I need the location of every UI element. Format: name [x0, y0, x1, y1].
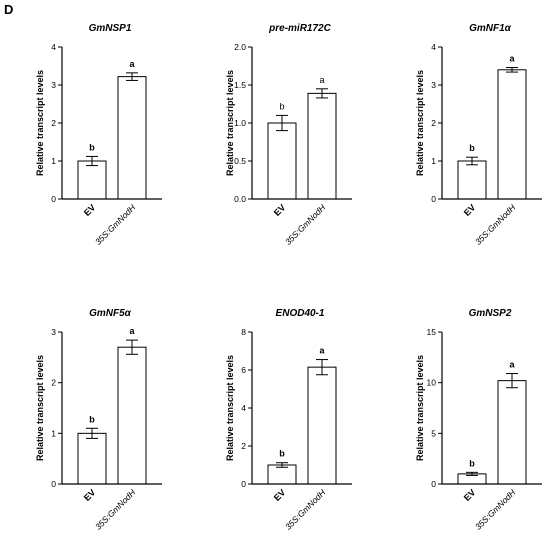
significance-letter: a	[129, 326, 135, 336]
y-tick-label: 2	[51, 118, 56, 128]
y-tick-label: 0	[51, 194, 56, 204]
x-tick-label: EV	[82, 202, 98, 218]
bar	[117, 76, 147, 200]
bar	[267, 122, 297, 200]
y-tick-label: 4	[431, 42, 436, 52]
y-tick-label: 1.5	[234, 80, 246, 90]
x-tick-label: 35S:GmNodH	[93, 487, 138, 532]
bar	[307, 92, 337, 200]
x-tick-label: 35S:GmNodH	[283, 202, 328, 247]
y-tick-label: 0	[431, 479, 436, 489]
chart-title: ENOD40-1	[276, 308, 325, 319]
y-tick-label: 6	[241, 365, 246, 375]
y-tick-label: 0	[241, 479, 246, 489]
y-axis-label: Relative transcript levels	[415, 70, 425, 176]
y-tick-label: 0.5	[234, 156, 246, 166]
bar	[497, 380, 527, 485]
bar	[307, 366, 337, 485]
x-tick-label: EV	[272, 487, 288, 503]
significance-letter: b	[279, 449, 285, 459]
x-tick-label: EV	[462, 487, 478, 503]
x-tick-label: EV	[82, 487, 98, 503]
significance-letter: a	[319, 75, 324, 85]
significance-letter: b	[469, 143, 475, 153]
x-tick-label: 35S:GmNodH	[283, 487, 328, 532]
significance-letter: b	[279, 101, 284, 111]
y-tick-label: 2	[431, 118, 436, 128]
chart-title: GmNF1α	[469, 23, 512, 34]
y-axis-label: Relative transcript levels	[225, 355, 235, 461]
bar	[497, 69, 527, 200]
y-tick-label: 1	[51, 428, 56, 438]
bar	[77, 432, 107, 485]
x-tick-label: 35S:GmNodH	[473, 487, 518, 532]
y-tick-label: 10	[427, 378, 437, 388]
y-tick-label: 3	[51, 327, 56, 337]
chart-title: GmNSP2	[469, 308, 512, 319]
y-tick-label: 2	[51, 378, 56, 388]
x-tick-label: EV	[272, 202, 288, 218]
significance-letter: b	[469, 458, 475, 468]
chart-title: pre-miR172C	[268, 23, 331, 34]
significance-letter: a	[319, 346, 325, 356]
x-tick-label: EV	[462, 202, 478, 218]
chart-title: GmNSP1	[89, 23, 132, 34]
significance-letter: b	[89, 142, 95, 152]
y-tick-label: 0	[51, 479, 56, 489]
y-tick-label: 5	[431, 428, 436, 438]
significance-letter: b	[89, 414, 95, 424]
y-axis-label: Relative transcript levels	[415, 355, 425, 461]
y-tick-label: 1	[51, 156, 56, 166]
y-tick-label: 15	[427, 327, 437, 337]
bar	[117, 346, 147, 485]
y-axis-label: Relative transcript levels	[35, 355, 45, 461]
x-tick-label: 35S:GmNodH	[93, 202, 138, 247]
y-tick-label: 8	[241, 327, 246, 337]
y-tick-label: 3	[431, 80, 436, 90]
y-tick-label: 0.0	[234, 194, 246, 204]
significance-letter: a	[509, 54, 515, 64]
y-tick-label: 4	[241, 403, 246, 413]
y-axis-label: Relative transcript levels	[225, 70, 235, 176]
y-tick-label: 1	[431, 156, 436, 166]
y-tick-label: 0	[431, 194, 436, 204]
x-tick-label: 35S:GmNodH	[473, 202, 518, 247]
y-tick-label: 3	[51, 80, 56, 90]
chart-title: GmNF5α	[89, 308, 132, 319]
panel-label: D	[4, 2, 14, 17]
significance-letter: a	[129, 59, 135, 69]
y-tick-label: 2.0	[234, 42, 246, 52]
y-tick-label: 1.0	[234, 118, 246, 128]
bar	[267, 464, 297, 485]
y-tick-label: 2	[241, 441, 246, 451]
significance-letter: a	[509, 360, 515, 370]
y-tick-label: 4	[51, 42, 56, 52]
y-axis-label: Relative transcript levels	[35, 70, 45, 176]
bar	[457, 160, 487, 200]
bar	[77, 160, 107, 200]
